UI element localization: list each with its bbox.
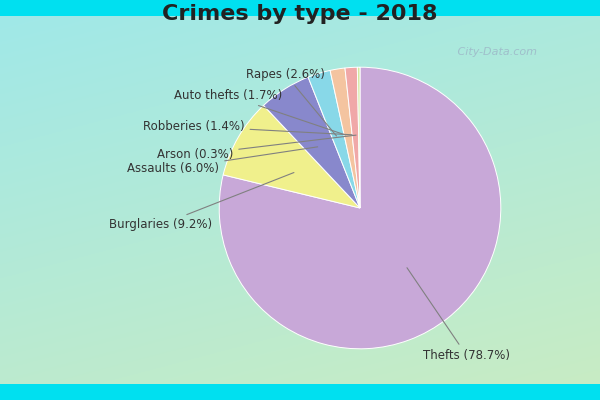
Text: Thefts (78.7%): Thefts (78.7%) (407, 268, 511, 362)
Wedge shape (358, 67, 360, 208)
Text: City-Data.com: City-Data.com (447, 47, 537, 57)
Text: Rapes (2.6%): Rapes (2.6%) (246, 68, 337, 136)
Wedge shape (219, 67, 501, 349)
Wedge shape (345, 67, 360, 208)
Text: Arson (0.3%): Arson (0.3%) (157, 135, 356, 161)
Text: Assaults (6.0%): Assaults (6.0%) (127, 147, 317, 175)
Wedge shape (223, 106, 360, 208)
Text: Robberies (1.4%): Robberies (1.4%) (143, 120, 352, 135)
Wedge shape (263, 77, 360, 208)
Text: Crimes by type - 2018: Crimes by type - 2018 (162, 4, 438, 24)
Wedge shape (308, 70, 360, 208)
Text: Auto thefts (1.7%): Auto thefts (1.7%) (175, 89, 345, 135)
Text: Burglaries (9.2%): Burglaries (9.2%) (109, 172, 294, 231)
Wedge shape (330, 68, 360, 208)
